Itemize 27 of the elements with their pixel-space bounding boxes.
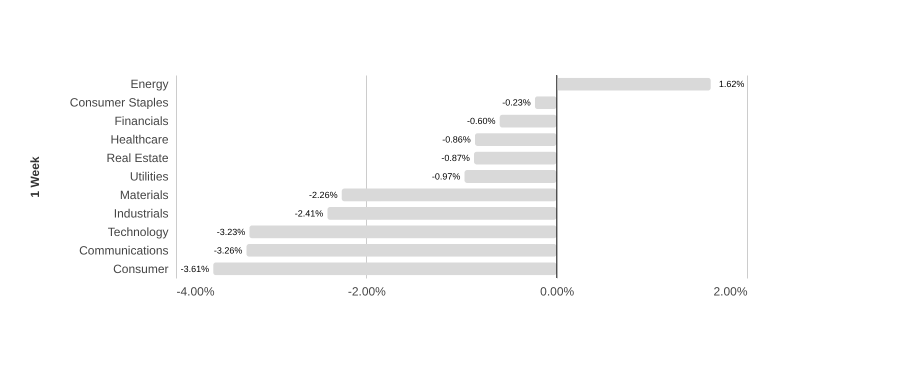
y-tick-label: Communications <box>79 243 168 258</box>
data-label: -0.60% <box>467 116 496 126</box>
y-tick-label: Consumer Staples <box>70 96 168 110</box>
y-tick-label: Materials <box>120 188 168 202</box>
data-label: -3.26% <box>214 245 242 256</box>
data-label: -0.23% <box>502 98 531 108</box>
y-axis-title: 1 Week <box>28 156 42 198</box>
data-label: -2.26% <box>309 190 338 200</box>
x-tick-label: 2.00% <box>713 284 748 298</box>
y-tick-label: Utilities <box>130 170 168 184</box>
y-tick-label: Healthcare <box>110 132 169 147</box>
y-tick-label: Industrials <box>114 206 168 220</box>
x-tick-label: 0.00% <box>540 284 575 298</box>
y-tick-label: Real Estate <box>106 151 169 166</box>
data-label: -0.97% <box>432 172 460 182</box>
data-label: -3.61% <box>180 264 210 274</box>
x-tick-label: -2.00% <box>348 284 386 298</box>
data-label: -3.23% <box>216 226 246 237</box>
y-tick-label: Consumer <box>113 262 168 276</box>
y-tick-label: Energy <box>130 77 168 92</box>
data-label: -2.41% <box>294 208 324 218</box>
data-label: -0.86% <box>442 134 471 145</box>
y-tick-label: Technology <box>108 224 168 239</box>
data-label: -0.87% <box>441 153 470 164</box>
y-tick-label: Financials <box>114 114 168 128</box>
data-label: 1.62% <box>718 79 744 90</box>
x-tick-label: -4.00% <box>176 284 215 298</box>
